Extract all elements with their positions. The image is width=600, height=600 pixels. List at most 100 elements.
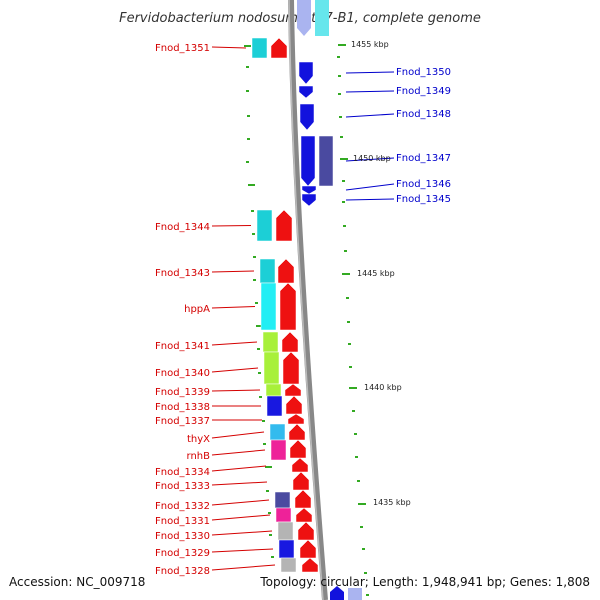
- gene-label-Fnod_1349[interactable]: Fnod_1349: [396, 86, 451, 97]
- gene-label-Fnod_1346[interactable]: Fnod_1346: [396, 179, 451, 190]
- right-tick-mark: [348, 343, 351, 345]
- right-tick-mark: [354, 433, 357, 435]
- left-tick-mark: [266, 490, 269, 492]
- left-tick-mark: [244, 45, 251, 47]
- gene-label-Fnod_1351[interactable]: Fnod_1351: [155, 43, 210, 54]
- leader-line-Fnod_1340: [211, 367, 259, 373]
- gene-arrow-Fnod_1331: [295, 507, 313, 523]
- genome-backbone: [288, 0, 328, 600]
- cog-bar-hppA: [260, 282, 277, 331]
- left-tick-mark: [263, 443, 266, 445]
- leader-line-Fnod_1344: [211, 225, 252, 227]
- leader-line-Fnod_1351: [211, 46, 247, 49]
- gene-label-Fnod_1330[interactable]: Fnod_1330: [155, 531, 210, 542]
- leader-line-Fnod_1349: [345, 90, 395, 93]
- right-tick-mark: [347, 321, 350, 323]
- leader-line-Fnod_1328: [211, 564, 276, 571]
- left-tick-mark: [269, 534, 272, 536]
- left-tick-mark: [271, 556, 274, 558]
- left-tick-mark: [262, 420, 265, 422]
- gene-label-Fnod_1329[interactable]: Fnod_1329: [155, 548, 210, 559]
- cog-bar-rnhB: [270, 439, 287, 461]
- left-tick-mark: [256, 325, 263, 327]
- gene-arrow-Fnod_1332: [294, 489, 312, 509]
- left-tick-mark: [255, 302, 258, 304]
- gene-arrow-offscreen-bottom: [330, 586, 344, 600]
- cog-bar-Fnod_1344: [256, 209, 273, 242]
- leader-line-Fnod_1343: [211, 270, 255, 273]
- major-tick-mark: [358, 503, 366, 505]
- right-tick-mark: [342, 201, 345, 203]
- cog-bar-offscreen-bottom: [348, 588, 362, 600]
- left-tick-mark: [258, 372, 261, 374]
- gene-arrow-Fnod_1337: [287, 413, 305, 425]
- backbone-strip: [288, 0, 328, 600]
- gene-label-Fnod_1347[interactable]: Fnod_1347: [396, 153, 451, 164]
- gene-label-Fnod_1341[interactable]: Fnod_1341: [155, 341, 210, 352]
- cog-category-bars: [251, 0, 362, 600]
- gene-label-Fnod_1348[interactable]: Fnod_1348: [396, 109, 451, 120]
- right-tick-mark: [342, 180, 345, 182]
- gene-label-Fnod_1340[interactable]: Fnod_1340: [155, 368, 210, 379]
- gene-label-Fnod_1345[interactable]: Fnod_1345: [396, 194, 451, 205]
- right-tick-mark: [340, 136, 343, 138]
- leader-line-Fnod_1348: [345, 113, 395, 118]
- gene-labels[interactable]: 1455 kbp 1450 kbp 1445 kbp 1440 kbp 1435 kbp…: [155, 40, 451, 577]
- scale-label: 1445 kbp: [357, 269, 395, 278]
- gene-label-Fnod_1333[interactable]: Fnod_1333: [155, 481, 210, 492]
- gene-arrow-Fnod_1350: [298, 61, 314, 85]
- cog-bar-Fnod_1347: [318, 135, 334, 187]
- right-tick-mark: [352, 410, 355, 412]
- leader-line-Fnod_1347: [345, 157, 395, 162]
- gene-label-thyX[interactable]: thyX: [187, 434, 210, 445]
- cog-bar-Fnod_1343: [259, 258, 276, 284]
- right-tick-mark: [337, 56, 340, 58]
- leader-line-rnhB: [211, 449, 266, 456]
- gene-label-Fnod_1344[interactable]: Fnod_1344: [155, 222, 210, 233]
- cog-bar-Fnod_1328: [280, 557, 297, 573]
- gene-arrow-Fnod_1340: [282, 351, 300, 385]
- cog-bar-Fnod_1329: [278, 539, 295, 559]
- gene-arrow-thyX: [288, 423, 306, 441]
- leader-line-Fnod_1345: [345, 198, 395, 201]
- label-leader-lines: [211, 46, 395, 571]
- cog-bar-Fnod_1330: [277, 521, 294, 541]
- gene-label-Fnod_1339[interactable]: Fnod_1339: [155, 387, 210, 398]
- left-tick-mark: [247, 138, 250, 140]
- scale-label: 1455 kbp: [351, 40, 389, 49]
- leader-line-Fnod_1333: [211, 481, 268, 486]
- gene-label-Fnod_1328[interactable]: Fnod_1328: [155, 566, 210, 577]
- gene-label-Fnod_1350[interactable]: Fnod_1350: [396, 67, 451, 78]
- leader-line-Fnod_1341: [211, 341, 258, 346]
- gene-label-Fnod_1332[interactable]: Fnod_1332: [155, 501, 210, 512]
- gene-label-Fnod_1343[interactable]: Fnod_1343: [155, 268, 210, 279]
- cog-bar-Fnod_1331: [275, 507, 292, 523]
- leader-line-Fnod_1330: [211, 530, 273, 536]
- scale-ticks: [244, 44, 369, 596]
- gene-arrow-Fnod_1347: [300, 135, 316, 187]
- backbone-highlight: [288, 0, 324, 600]
- right-tick-mark: [339, 116, 342, 118]
- left-tick-mark: [268, 512, 271, 514]
- left-tick-mark: [252, 233, 255, 235]
- gene-label-Fnod_1334[interactable]: Fnod_1334: [155, 467, 210, 478]
- gene-arrow-Fnod_1349: [298, 85, 314, 99]
- leader-line-Fnod_1329: [211, 548, 274, 553]
- left-tick-mark: [265, 466, 272, 468]
- right-tick-mark: [355, 456, 358, 458]
- right-tick-mark: [344, 250, 347, 252]
- leader-line-hppA: [211, 306, 256, 309]
- gene-label-Fnod_1337[interactable]: Fnod_1337: [155, 416, 210, 427]
- major-tick-mark: [340, 158, 348, 160]
- cog-bar-Fnod_1351: [251, 37, 268, 59]
- gene-label-rnhB[interactable]: rnhB: [187, 451, 211, 462]
- gene-label-Fnod_1338[interactable]: Fnod_1338: [155, 402, 210, 413]
- leader-line-Fnod_1346: [345, 183, 395, 191]
- left-tick-mark: [246, 66, 249, 68]
- gene-label-hppA[interactable]: hppA: [184, 304, 210, 315]
- gene-label-Fnod_1331[interactable]: Fnod_1331: [155, 516, 210, 527]
- gene-arrow-Fnod_1328: [301, 557, 319, 573]
- gene-arrow-rnhB: [289, 439, 307, 459]
- leader-line-Fnod_1332: [211, 499, 270, 506]
